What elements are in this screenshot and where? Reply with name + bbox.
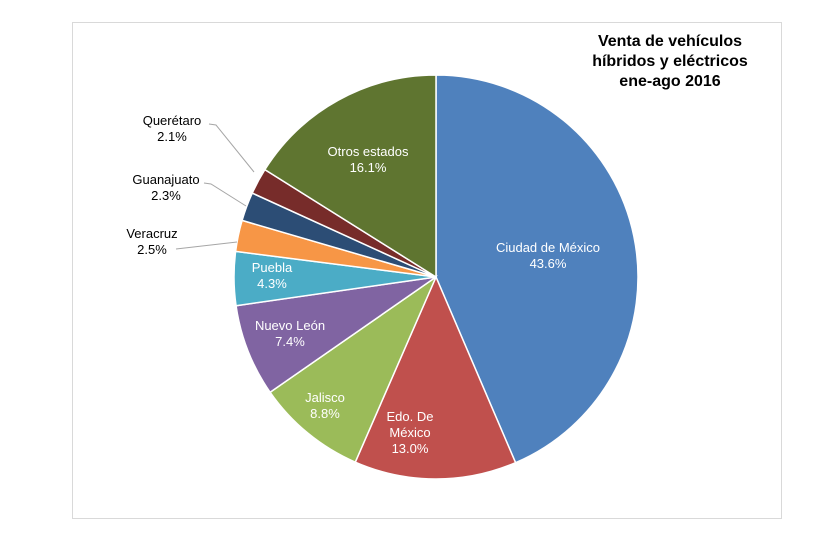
chart-title-line: Venta de vehículos [597, 33, 743, 50]
data-label-name: México [389, 425, 430, 440]
data-label-value: 7.4% [275, 334, 305, 349]
pie-slice-ciudad-de-mexico [435, 74, 639, 464]
data-label-name: Nuevo León [255, 318, 325, 333]
data-label-name: Querétaro [143, 113, 202, 128]
data-label-value: 43.6% [530, 256, 567, 271]
data-label-name: Jalisco [305, 390, 345, 405]
pie-slice-otros-estados [263, 74, 437, 279]
data-label-value: 16.1% [350, 160, 387, 175]
pie-slice-jalisco [269, 274, 438, 464]
data-label-name: Otros estados [328, 144, 409, 159]
data-label-value: 8.8% [310, 406, 340, 421]
data-label-value: 13.0% [392, 441, 429, 456]
data-label-value: 4.3% [257, 276, 287, 291]
data-label-name: Edo. De [387, 409, 434, 424]
chart-title-line: híbridos y eléctricos [592, 53, 748, 70]
data-label-name: Puebla [252, 260, 293, 275]
data-label-name: Ciudad de México [496, 240, 600, 255]
chart-title-line: ene-ago 2016 [619, 73, 721, 90]
data-label-value: 2.1% [157, 129, 187, 144]
chart-frame [72, 22, 782, 519]
chart-title: Venta de vehículos híbridos y eléctricos… [560, 32, 780, 92]
data-label-value: 2.5% [137, 242, 167, 257]
leader-line [208, 123, 255, 173]
data-label-name: Guanajuato [132, 172, 199, 187]
leader-line [175, 241, 238, 250]
pie-slice-edo-de-mexico [354, 275, 517, 480]
data-label-value: 2.3% [151, 188, 181, 203]
data-label-name: Veracruz [126, 226, 177, 241]
leader-line [203, 182, 247, 207]
